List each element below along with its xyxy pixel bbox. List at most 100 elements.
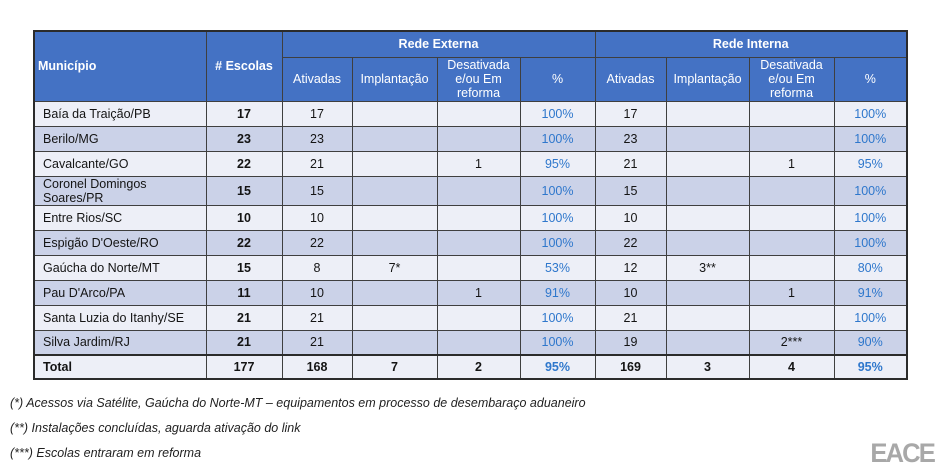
cell-int-desativada: 1 [748, 150, 835, 177]
cell-ext-ativadas: 15 [281, 175, 353, 206]
cell-ext-desativada [436, 229, 521, 256]
cell-int-pct: 100% [833, 175, 908, 206]
cell-ext-ativadas: 23 [281, 125, 353, 152]
cell-int-desativada [748, 125, 835, 152]
header-int-ativadas: Ativadas [594, 56, 667, 102]
footnote-2: (**) Instalações concluídas, aguarda ati… [10, 421, 301, 435]
footnotes: (*) Acessos via Satélite, Gaúcha do Nort… [10, 397, 586, 472]
cell-ext-desativada [436, 175, 521, 206]
cell-ext-pct: 100% [519, 304, 596, 331]
cell-int-implantacao [665, 125, 750, 152]
table-row: Coronel Domingos Soares/PR 15 15 100% 15 100% [33, 175, 908, 206]
cell-municipio: Gaúcha do Norte/MT [33, 254, 207, 281]
cell-int-desativada [748, 175, 835, 206]
cell-ext-pct: 100% [519, 229, 596, 256]
cell-ext-desativada [436, 100, 521, 127]
cell-municipio: Baía da Traição/PB [33, 100, 207, 127]
cell-municipio: Entre Rios/SC [33, 204, 207, 231]
cell-ext-implantacao [351, 204, 438, 231]
cell-escolas: 23 [205, 125, 283, 152]
schools-network-table: Município # Escolas Rede Externa Rede In… [33, 30, 908, 381]
cell-int-implantacao [665, 100, 750, 127]
cell-ext-desativada: 1 [436, 279, 521, 306]
header-municipio: Município [33, 30, 207, 102]
cell-ext-desativada [436, 304, 521, 331]
table-row: Espigão D'Oeste/RO 22 22 100% 22 100% [33, 229, 908, 256]
table-header: Município # Escolas Rede Externa Rede In… [33, 30, 908, 102]
cell-escolas: 22 [205, 150, 283, 177]
cell-ext-desativada [436, 204, 521, 231]
cell-ext-pct: 95% [519, 354, 596, 380]
cell-int-pct: 95% [833, 354, 908, 380]
cell-int-implantacao [665, 150, 750, 177]
cell-int-ativadas: 15 [594, 175, 667, 206]
cell-municipio: Espigão D'Oeste/RO [33, 229, 207, 256]
cell-ext-implantacao [351, 329, 438, 356]
table-row: Silva Jardim/RJ 21 21 100% 19 2*** 90% [33, 329, 908, 356]
cell-ext-implantacao [351, 150, 438, 177]
cell-ext-implantacao: 7 [351, 354, 438, 380]
header-escolas: # Escolas [205, 30, 283, 102]
header-int-implantacao: Implantação [665, 56, 750, 102]
cell-ext-desativada [436, 125, 521, 152]
header-ext-pct: % [519, 56, 596, 102]
cell-escolas: 21 [205, 304, 283, 331]
header-group-rede-externa: Rede Externa [281, 30, 596, 58]
cell-ext-pct: 91% [519, 279, 596, 306]
cell-ext-desativada [436, 329, 521, 356]
header-ext-ativadas: Ativadas [281, 56, 353, 102]
cell-escolas: 177 [205, 354, 283, 380]
cell-int-ativadas: 169 [594, 354, 667, 380]
cell-int-pct: 95% [833, 150, 908, 177]
footnote-3: (***) Escolas entraram em reforma [10, 446, 202, 460]
table-row: Entre Rios/SC 10 10 100% 10 100% [33, 204, 908, 231]
cell-int-desativada [748, 254, 835, 281]
table-row: Berilo/MG 23 23 100% 23 100% [33, 125, 908, 152]
cell-ext-pct: 100% [519, 329, 596, 356]
cell-ext-ativadas: 10 [281, 279, 353, 306]
cell-ext-ativadas: 21 [281, 329, 353, 356]
cell-ext-implantacao: 7* [351, 254, 438, 281]
header-int-desativada: Desativada e/ou Em reforma [748, 56, 835, 102]
cell-escolas: 11 [205, 279, 283, 306]
eace-logo: EACE [870, 438, 936, 468]
cell-int-implantacao: 3 [665, 354, 750, 380]
cell-escolas: 22 [205, 229, 283, 256]
cell-int-desativada [748, 204, 835, 231]
cell-ext-desativada [436, 254, 521, 281]
cell-ext-desativada: 2 [436, 354, 521, 380]
table-row: Pau D'Arco/PA 11 10 1 91% 10 1 91% [33, 279, 908, 306]
header-int-pct: % [833, 56, 908, 102]
cell-int-ativadas: 23 [594, 125, 667, 152]
cell-escolas: 15 [205, 175, 283, 206]
cell-ext-pct: 100% [519, 175, 596, 206]
cell-int-pct: 100% [833, 304, 908, 331]
cell-municipio: Santa Luzia do Itanhy/SE [33, 304, 207, 331]
cell-int-ativadas: 22 [594, 229, 667, 256]
cell-ext-ativadas: 21 [281, 150, 353, 177]
footnote-1: (*) Acessos via Satélite, Gaúcha do Nort… [10, 396, 586, 410]
cell-int-ativadas: 17 [594, 100, 667, 127]
cell-ext-implantacao [351, 279, 438, 306]
cell-ext-pct: 100% [519, 204, 596, 231]
cell-int-ativadas: 12 [594, 254, 667, 281]
header-ext-desativada: Desativada e/ou Em reforma [436, 56, 521, 102]
cell-int-desativada [748, 229, 835, 256]
cell-ext-pct: 53% [519, 254, 596, 281]
cell-int-implantacao: 3** [665, 254, 750, 281]
cell-int-desativada: 1 [748, 279, 835, 306]
header-group-rede-interna: Rede Interna [594, 30, 908, 58]
cell-int-ativadas: 21 [594, 150, 667, 177]
cell-municipio: Total [33, 354, 207, 380]
cell-int-pct: 91% [833, 279, 908, 306]
cell-int-desativada: 4 [748, 354, 835, 380]
cell-ext-implantacao [351, 175, 438, 206]
table-row: Cavalcante/GO 22 21 1 95% 21 1 95% [33, 150, 908, 177]
table-body: Baía da Traição/PB 17 17 100% 17 100% Berilo/M… [33, 100, 908, 380]
cell-ext-ativadas: 22 [281, 229, 353, 256]
cell-ext-ativadas: 17 [281, 100, 353, 127]
cell-escolas: 15 [205, 254, 283, 281]
header-ext-implantacao: Implantação [351, 56, 438, 102]
cell-ext-desativada: 1 [436, 150, 521, 177]
